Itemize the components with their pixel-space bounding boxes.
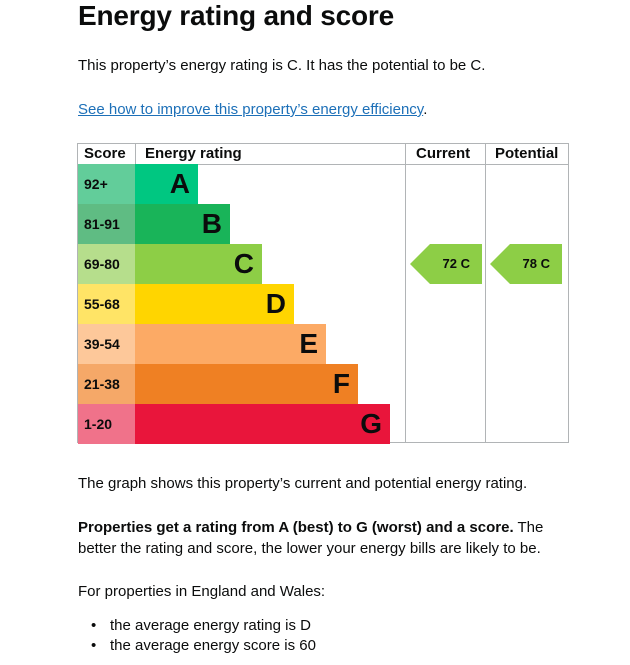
improve-paragraph: See how to improve this property’s energ… [78, 99, 578, 120]
rating-info-rest: The better the rating and score, the low… [78, 519, 544, 557]
averages-list: • the average energy rating is D • the ave… [78, 616, 316, 656]
rating-band-a: A [135, 164, 198, 204]
divider [405, 144, 406, 442]
score-cell: 69-80 [78, 244, 135, 284]
rating-band-b: B [135, 204, 230, 244]
potential-rating-label: 78 C [522, 256, 550, 271]
improve-efficiency-link[interactable]: See how to improve this property’s energ… [78, 101, 424, 118]
link-suffix: . [423, 101, 428, 118]
current-rating-label: 72 C [442, 256, 470, 271]
energy-rating-graph: Score Energy rating Current Potential 92… [77, 143, 569, 444]
divider [135, 144, 136, 164]
current-rating-arrow: 72 C [410, 244, 482, 284]
potential-rating-arrow: 78 C [490, 244, 562, 284]
bullet-icon: • [91, 617, 97, 634]
band-letter: B [201, 208, 222, 239]
header-current: Current [416, 145, 471, 162]
header-energy-rating: Energy rating [145, 145, 242, 162]
band-letter: C [233, 248, 254, 279]
header-score: Score [84, 145, 126, 162]
list-item: • the average energy rating is D [91, 617, 311, 634]
band-letter: A [169, 168, 190, 199]
band-letter: F [332, 368, 350, 399]
rating-band-f: F [135, 364, 358, 404]
score-cell: 21-38 [78, 364, 135, 404]
header-potential: Potential [495, 145, 559, 162]
score-cell: 1-20 [78, 404, 135, 444]
band-letter: D [265, 288, 286, 319]
score-cell: 81-91 [78, 204, 135, 244]
band-letter: G [360, 408, 382, 439]
score-cell: 92+ [78, 164, 135, 204]
rating-summary: This property’s energy rating is C. It h… [78, 57, 486, 74]
header-divider [78, 164, 568, 165]
rating-info-bold: Properties get a rating from A (best) to… [78, 519, 514, 536]
rating-band-g: G [135, 404, 390, 444]
bullet-icon: • [91, 637, 97, 654]
score-cell: 39-54 [78, 324, 135, 364]
rating-info: Properties get a rating from A (best) to… [78, 517, 578, 559]
divider [485, 144, 486, 442]
band-letter: E [299, 328, 318, 359]
region-text: For properties in England and Wales: [78, 583, 326, 600]
rating-band-e: E [135, 324, 326, 364]
graph-description: The graph shows this property’s current … [78, 475, 528, 492]
list-item: • the average energy score is 60 [91, 637, 316, 654]
page-title: Energy rating and score [78, 0, 394, 31]
rating-band-c: C [135, 244, 262, 284]
score-cell: 55-68 [78, 284, 135, 324]
rating-band-d: D [135, 284, 294, 324]
